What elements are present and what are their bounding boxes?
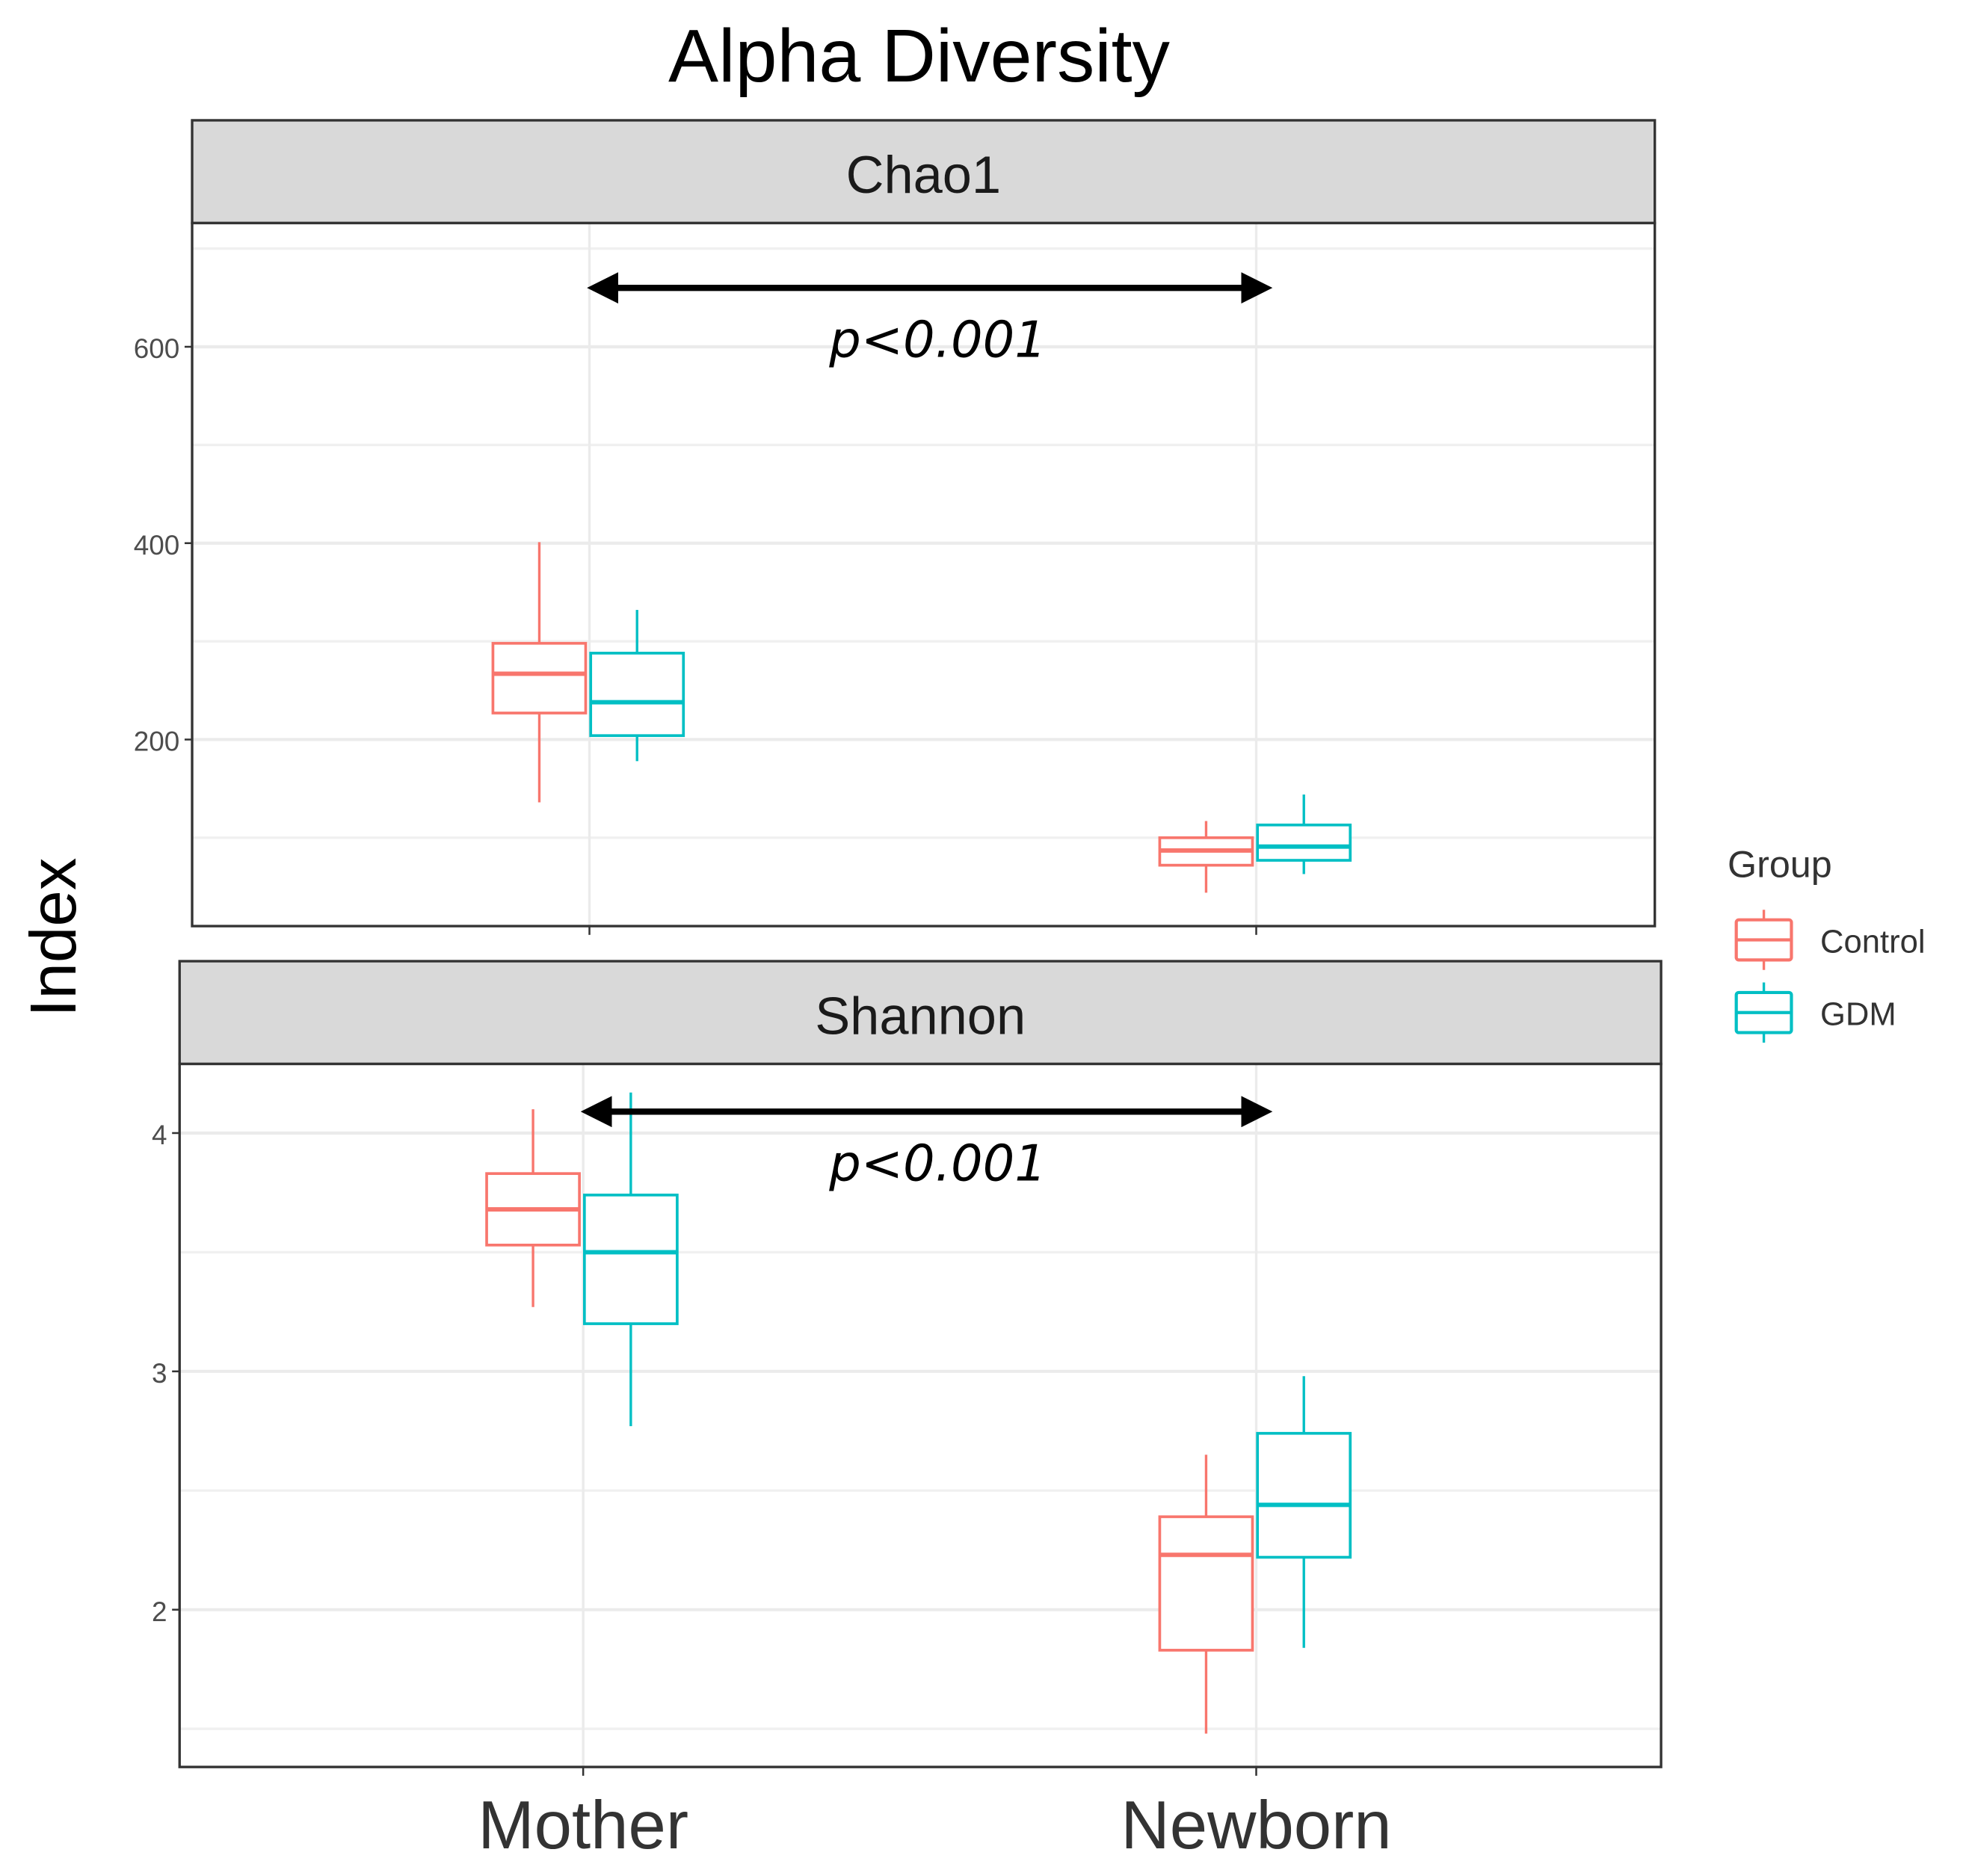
legend-label-gdm: GDM (1820, 997, 1896, 1033)
x-label-mother: Mother (478, 1788, 688, 1863)
facet-strip-chao1 (191, 119, 1657, 225)
panel-background (192, 223, 1655, 927)
p-value-label: p<0.001 (828, 1134, 1047, 1192)
box-chao1-newborn-gdm (1256, 823, 1352, 862)
y-tick-label: 2 (152, 1596, 167, 1627)
box-shannon-mother-gdm (582, 1194, 679, 1325)
legend-label-control: Control (1820, 924, 1925, 960)
y-tick-label: 200 (134, 726, 180, 757)
facet-strip-label: Shannon (815, 986, 1026, 1045)
facet-strip-label: Chao1 (846, 145, 1001, 204)
panel-background (179, 1064, 1662, 1768)
chart-title: Alpha Diversity (668, 14, 1171, 98)
y-axis-label: Index (17, 858, 90, 1017)
y-tick-label: 4 (152, 1120, 167, 1150)
p-value-label: p<0.001 (828, 310, 1047, 368)
box-chao1-mother-gdm (589, 652, 685, 738)
box-shannon-newborn-gdm (1256, 1431, 1352, 1559)
y-tick-label: 3 (152, 1358, 167, 1389)
panel-border (191, 221, 1657, 928)
box-chao1-mother-control (491, 641, 588, 715)
y-tick-label: 400 (134, 530, 180, 561)
panel-border (178, 1062, 1663, 1768)
legend-title: Group (1728, 843, 1832, 886)
x-label-newborn: Newborn (1121, 1788, 1391, 1863)
box-shannon-newborn-control (1158, 1515, 1254, 1652)
y-tick-label: 600 (134, 333, 180, 364)
facet-strip-shannon (178, 960, 1663, 1066)
